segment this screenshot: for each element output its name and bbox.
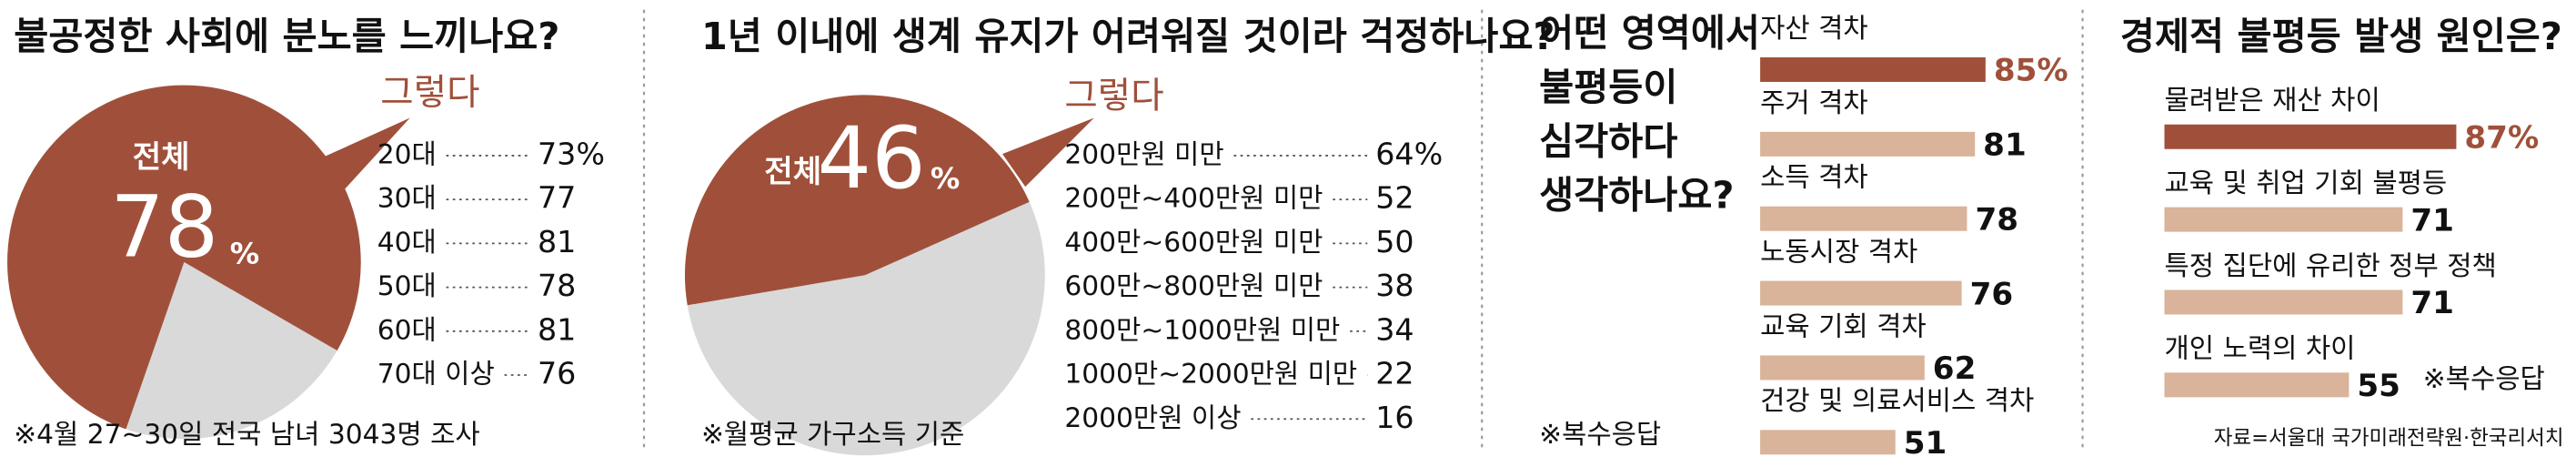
note: ※4월 27~30일 전국 남녀 3043명 조사: [14, 418, 479, 450]
bar-value: 51: [1904, 425, 1947, 457]
bar-label: 교육 및 취업 기회 불평등: [2165, 167, 2448, 198]
row-value: 22: [1375, 356, 1414, 391]
row-value: 73%: [538, 136, 605, 171]
bar-value: 71: [2410, 202, 2454, 239]
bar: [2164, 207, 2403, 232]
bar-label: 자산 격차: [1760, 12, 1868, 44]
pie-slice: [7, 85, 361, 430]
bar-label: 특정 집단에 유리한 정부 정책: [2165, 249, 2497, 281]
chart-title: 심각하다: [1539, 119, 1677, 163]
callout: 그렇다: [380, 72, 479, 114]
bar-value: 85%: [1994, 53, 2068, 89]
bar-label: 개인 노력의 차이: [2165, 332, 2356, 364]
row-value: 81: [538, 311, 576, 347]
bar-label: 소득 격차: [1760, 161, 1868, 193]
source: 자료=서울대 국가미래전략원·한국리서치: [2214, 427, 2564, 451]
bar-label: 교육 기회 격차: [1760, 310, 1927, 341]
callout: 그렇다: [1064, 75, 1163, 117]
chart-title: 생각하나요?: [1539, 174, 1734, 218]
bar-value: 76: [1970, 276, 2014, 312]
row-label: 1000만~2000만원 미만: [1064, 358, 1357, 390]
row-value: 34: [1375, 311, 1414, 347]
bar-label: 노동시장 격차: [1760, 235, 1917, 267]
row-value: 76: [538, 356, 576, 391]
row-value: 16: [1375, 400, 1414, 435]
row-value: 81: [538, 224, 576, 259]
bar-value: 78: [1975, 201, 2018, 238]
row-label: 200만원 미만: [1064, 137, 1223, 169]
chart-title: 불평등이: [1539, 66, 1677, 109]
row-label: 50대: [377, 269, 437, 301]
chart-title: 불공정한 사회에 분노를 느끼나요?: [14, 15, 559, 58]
note: ※복수응답: [1539, 418, 1661, 450]
row-label: 70대 이상: [377, 358, 495, 390]
row-label: 200만~400만원 미만: [1064, 182, 1323, 214]
note: ※월평균 가구소득 기준: [701, 418, 964, 450]
bar-label: 주거 격차: [1760, 86, 1868, 118]
pie-slice: [684, 95, 1030, 306]
total-label: 전체: [133, 139, 190, 176]
bar-label: 물려받은 재산 차이: [2165, 84, 2380, 116]
row-label: 20대: [377, 137, 437, 169]
bar: [2164, 372, 2350, 398]
bar: [1760, 355, 1925, 381]
row-value: 64%: [1375, 136, 1443, 171]
total-unit: %: [931, 161, 960, 196]
bar-value: 71: [2410, 285, 2454, 321]
chart-title: 경제적 불평등 발생 원인은?: [2120, 15, 2562, 58]
bar: [1760, 56, 1986, 82]
total-label: 전체: [764, 154, 821, 190]
note: ※복수응답: [2423, 362, 2545, 394]
bar: [1760, 131, 1976, 157]
total-unit: %: [230, 237, 259, 271]
row-label: 600만~800만원 미만: [1064, 269, 1323, 301]
row-label: 40대: [377, 226, 437, 258]
row-value: 78: [538, 268, 576, 303]
chart-title: 어떤 영역에서: [1539, 12, 1760, 56]
bar: [2164, 289, 2403, 315]
bar-value: 62: [1933, 350, 1977, 387]
total-value: 46: [818, 109, 926, 208]
row-value: 77: [538, 180, 576, 216]
row-label: 400만~600만원 미만: [1064, 226, 1323, 258]
bar-value: 87%: [2464, 119, 2539, 156]
total-value: 78: [110, 178, 218, 277]
bar: [2164, 124, 2457, 149]
row-label: 60대: [377, 313, 437, 345]
callout-pointer: [1002, 117, 1094, 188]
chart-title: 1년 이내에 생계 유지가 어려워질 것이라 걱정하나요?: [701, 15, 1555, 58]
bar-label: 건강 및 의료서비스 격차: [1760, 384, 2034, 416]
row-value: 38: [1375, 268, 1414, 303]
bar: [1760, 206, 1967, 231]
bar-value: 55: [2357, 368, 2400, 404]
bar-value: 81: [1983, 127, 2027, 164]
row-label: 800만~1000만원 미만: [1064, 313, 1340, 345]
callout-pointer: [308, 117, 410, 197]
row-value: 52: [1375, 180, 1414, 216]
row-value: 50: [1375, 224, 1414, 259]
row-label: 30대: [377, 182, 437, 214]
bar: [1760, 280, 1962, 306]
bar: [1760, 430, 1896, 455]
row-label: 2000만원 이상: [1064, 401, 1241, 433]
